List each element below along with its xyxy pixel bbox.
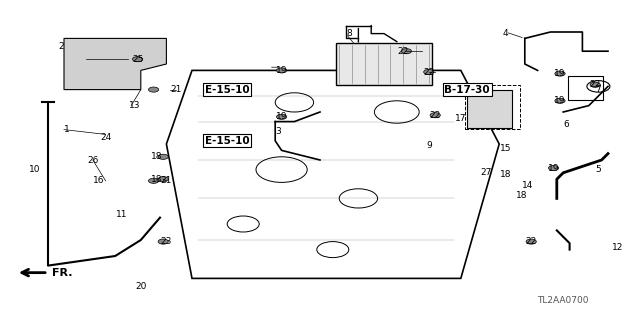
Circle shape [548,165,559,171]
Text: 11: 11 [116,210,127,219]
Text: 24: 24 [100,133,111,142]
Text: 21: 21 [170,85,182,94]
Text: 27: 27 [481,168,492,177]
Circle shape [276,68,287,73]
Text: 4: 4 [503,29,508,38]
Text: 19: 19 [554,96,566,105]
Text: 5: 5 [596,165,601,174]
Text: 17: 17 [455,114,467,123]
Text: 15: 15 [500,144,511,153]
Circle shape [430,113,440,118]
Text: 2: 2 [58,42,63,51]
Text: 19: 19 [276,66,287,75]
Text: E-15-10: E-15-10 [205,84,250,95]
Circle shape [148,87,159,92]
FancyBboxPatch shape [336,43,432,85]
Text: 16: 16 [93,176,105,185]
Text: 7: 7 [596,85,601,94]
Text: 22: 22 [397,47,409,56]
Text: TL2AA0700: TL2AA0700 [538,296,589,305]
Circle shape [158,154,168,159]
Text: 22: 22 [525,237,537,246]
Text: 13: 13 [129,101,140,110]
Circle shape [555,98,565,103]
Circle shape [132,57,143,62]
Circle shape [590,82,600,87]
Text: 22: 22 [423,68,435,76]
Circle shape [401,49,412,54]
Text: 18: 18 [151,152,163,161]
Circle shape [526,239,536,244]
Text: 1: 1 [65,125,70,134]
Text: FR.: FR. [52,268,73,278]
Text: 20: 20 [135,282,147,291]
Text: 6: 6 [564,120,569,129]
Circle shape [555,71,565,76]
Text: 18: 18 [516,191,527,200]
Text: E-15-10: E-15-10 [205,136,250,146]
Circle shape [158,239,168,244]
Circle shape [148,178,159,183]
Text: 14: 14 [522,181,534,190]
Circle shape [276,114,287,119]
Text: 22: 22 [589,80,601,89]
Text: 12: 12 [612,244,623,252]
Text: 3: 3 [276,127,281,136]
Circle shape [158,177,168,182]
Text: 18: 18 [500,170,511,179]
Text: 25: 25 [132,55,143,64]
Text: 19: 19 [548,164,559,172]
Text: 18: 18 [151,175,163,184]
Circle shape [424,69,434,75]
Polygon shape [467,90,512,128]
Text: 8: 8 [346,29,351,38]
Text: 23: 23 [161,237,172,246]
Text: B-17-30: B-17-30 [444,84,490,95]
Text: 19: 19 [276,112,287,121]
Text: 22: 22 [429,111,441,120]
Text: 19: 19 [554,69,566,78]
Text: 9: 9 [426,141,431,150]
Text: 21: 21 [161,176,172,185]
Text: 10: 10 [29,165,41,174]
Polygon shape [64,38,166,90]
Text: 26: 26 [87,156,99,164]
